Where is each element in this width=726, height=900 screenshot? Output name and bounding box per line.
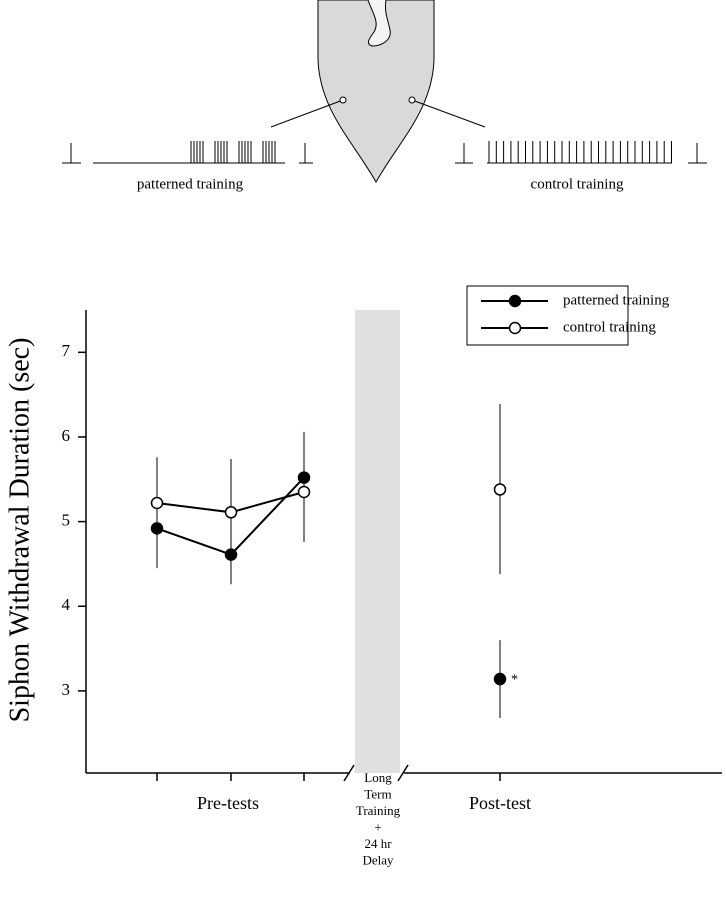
axes — [85, 310, 722, 782]
y-tick-label: 3 — [62, 680, 71, 699]
series-line — [157, 478, 500, 679]
marker — [150, 522, 164, 535]
marker — [297, 485, 311, 499]
left-train-label: patterned training — [137, 176, 244, 192]
break-label: Term — [364, 786, 391, 801]
marker — [224, 548, 238, 561]
marker — [493, 483, 507, 496]
marker — [493, 672, 507, 686]
marker — [297, 471, 311, 484]
break-label: Training — [356, 803, 401, 818]
annotation: * — [511, 672, 518, 687]
legend-marker — [508, 294, 522, 308]
marker — [224, 506, 238, 519]
series-line — [157, 489, 500, 512]
break-label: Delay — [362, 852, 394, 867]
y-tick-label: 4 — [62, 595, 71, 614]
legend-box — [466, 285, 629, 346]
legend-label: control training — [563, 319, 656, 335]
right-train-label: control training — [531, 176, 624, 192]
siphon-diagram — [270, 0, 486, 184]
break-label: Long — [364, 770, 392, 785]
marker — [150, 496, 164, 510]
training-band — [355, 310, 400, 773]
legend-marker — [508, 321, 522, 335]
y-tick-label: 7 — [62, 341, 71, 360]
break-label: + — [374, 819, 381, 834]
y-tick-label: 5 — [62, 511, 71, 530]
legend-label: patterned training — [563, 292, 670, 308]
spike-trains — [62, 141, 707, 164]
group-label: Pre-tests — [197, 793, 259, 813]
y-tick-label: 6 — [62, 426, 71, 445]
break-label: 24 hr — [364, 836, 392, 851]
y-axis-label: Siphon Withdrawal Duration (sec) — [4, 338, 35, 723]
group-label: Post-test — [469, 793, 531, 813]
